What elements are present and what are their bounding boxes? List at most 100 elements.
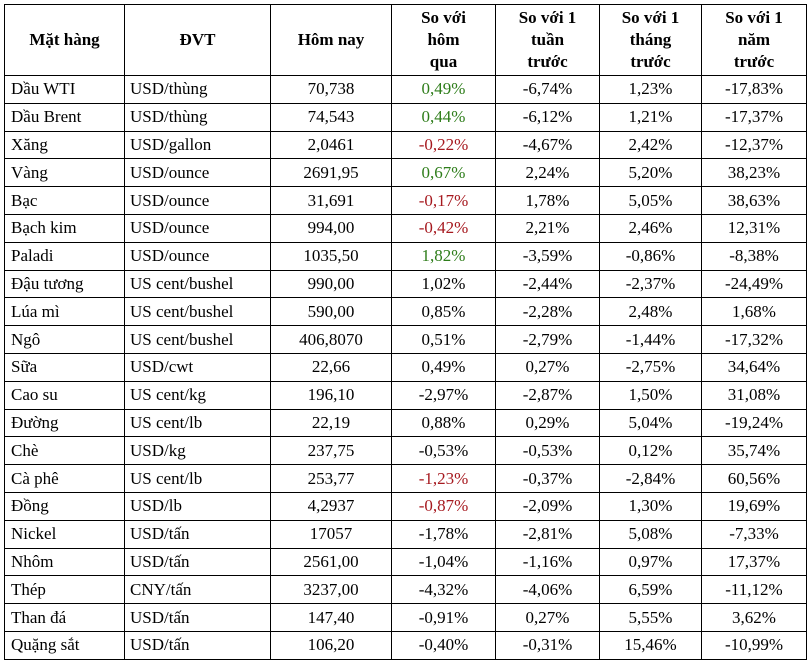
price-today: 2561,00 (270, 547, 392, 577)
header-vs-week: So với 1 tuần trước (495, 4, 600, 76)
commodity-name: Cà phê (4, 464, 125, 493)
header-vs-month: So với 1 tháng trước (599, 4, 702, 76)
change-vs-week: -2,09% (495, 491, 600, 521)
table-row: Vàng USD/ounce 2691,95 0,67% 2,24% 5,20% 38,23… (4, 158, 807, 188)
change-vs-yesterday: -1,23% (391, 464, 496, 493)
change-vs-month: 5,08% (599, 519, 702, 549)
change-vs-month: 5,20% (599, 158, 702, 188)
price-today: 406,8070 (270, 325, 392, 354)
change-vs-year: -7,33% (701, 519, 807, 549)
price-today: 196,10 (270, 380, 392, 410)
unit: US cent/bushel (124, 297, 271, 327)
commodity-name: Xăng (4, 130, 125, 160)
commodity-name: Quặng sắt (4, 630, 125, 660)
commodity-name: Thép (4, 575, 125, 605)
header-unit: ĐVT (124, 4, 271, 76)
change-vs-month: 5,55% (599, 603, 702, 632)
header-vs-year: So với 1 năm trước (701, 4, 807, 76)
header-vs-yesterday: So với hôm qua (391, 4, 496, 76)
change-vs-month: 5,05% (599, 186, 702, 215)
price-today: 590,00 (270, 297, 392, 327)
change-vs-month: 2,48% (599, 297, 702, 327)
commodity-name: Chè (4, 436, 125, 466)
change-vs-yesterday: -0,22% (391, 130, 496, 160)
change-vs-yesterday: 0,49% (391, 75, 496, 104)
commodity-name: Đồng (4, 491, 125, 521)
table-body: Dầu WTI USD/thùng 70,738 0,49% -6,74% 1,23% -1… (4, 75, 807, 660)
unit: USD/ounce (124, 158, 271, 188)
unit: US cent/kg (124, 380, 271, 410)
unit: USD/thùng (124, 102, 271, 132)
change-vs-year: -17,32% (701, 325, 807, 354)
change-vs-year: 60,56% (701, 464, 807, 493)
change-vs-week: -1,16% (495, 547, 600, 577)
change-vs-month: 0,97% (599, 547, 702, 577)
change-vs-yesterday: 0,44% (391, 102, 496, 132)
unit: USD/tấn (124, 630, 271, 660)
change-vs-yesterday: 0,49% (391, 352, 496, 382)
commodity-name: Nickel (4, 519, 125, 549)
change-vs-month: -2,75% (599, 352, 702, 382)
change-vs-year: 34,64% (701, 352, 807, 382)
price-today: 106,20 (270, 630, 392, 660)
price-today: 237,75 (270, 436, 392, 466)
change-vs-yesterday: -0,17% (391, 186, 496, 215)
change-vs-yesterday: -0,87% (391, 491, 496, 521)
change-vs-year: 35,74% (701, 436, 807, 466)
commodity-name: Vàng (4, 158, 125, 188)
change-vs-week: 2,24% (495, 158, 600, 188)
commodity-price-table: Mặt hàng ĐVT Hôm nay So với hôm qua So v… (4, 4, 807, 660)
change-vs-month: -1,44% (599, 325, 702, 354)
unit: USD/ounce (124, 186, 271, 215)
change-vs-yesterday: -0,40% (391, 630, 496, 660)
price-today: 1035,50 (270, 241, 392, 271)
change-vs-year: 1,68% (701, 297, 807, 327)
change-vs-week: -0,31% (495, 630, 600, 660)
table-row: Xăng USD/gallon 2,0461 -0,22% -4,67% 2,42% -12… (4, 130, 807, 160)
change-vs-month: 5,04% (599, 408, 702, 438)
price-today: 2691,95 (270, 158, 392, 188)
price-today: 2,0461 (270, 130, 392, 160)
price-today: 70,738 (270, 75, 392, 104)
change-vs-year: 31,08% (701, 380, 807, 410)
change-vs-month: 1,21% (599, 102, 702, 132)
price-today: 994,00 (270, 213, 392, 243)
change-vs-month: 6,59% (599, 575, 702, 605)
change-vs-week: -3,59% (495, 241, 600, 271)
header-row: Mặt hàng ĐVT Hôm nay So với hôm qua So v… (4, 4, 807, 76)
price-today: 3237,00 (270, 575, 392, 605)
commodity-name: Lúa mì (4, 297, 125, 327)
change-vs-yesterday: 1,02% (391, 269, 496, 299)
table-row: Than đá USD/tấn 147,40 -0,91% 0,27% 5,55% 3,62… (4, 603, 807, 632)
change-vs-week: -4,67% (495, 130, 600, 160)
change-vs-week: 0,27% (495, 352, 600, 382)
change-vs-year: 17,37% (701, 547, 807, 577)
change-vs-week: -6,74% (495, 75, 600, 104)
commodity-name: Dầu WTI (4, 75, 125, 104)
price-today: 147,40 (270, 603, 392, 632)
price-today: 31,691 (270, 186, 392, 215)
change-vs-year: -11,12% (701, 575, 807, 605)
change-vs-year: 19,69% (701, 491, 807, 521)
commodity-name: Sữa (4, 352, 125, 382)
price-today: 22,19 (270, 408, 392, 438)
change-vs-month: -0,86% (599, 241, 702, 271)
change-vs-year: 3,62% (701, 603, 807, 632)
change-vs-yesterday: 0,85% (391, 297, 496, 327)
table-row: Cà phê US cent/lb 253,77 -1,23% -0,37% -2,84%… (4, 464, 807, 493)
unit: USD/cwt (124, 352, 271, 382)
change-vs-week: -6,12% (495, 102, 600, 132)
table-row: Quặng sắt USD/tấn 106,20 -0,40% -0,31% 15,46%… (4, 630, 807, 660)
table-row: Chè USD/kg 237,75 -0,53% -0,53% 0,12% 35,74% (4, 436, 807, 466)
commodity-name: Dầu Brent (4, 102, 125, 132)
change-vs-year: 38,63% (701, 186, 807, 215)
change-vs-yesterday: 1,82% (391, 241, 496, 271)
change-vs-week: -2,28% (495, 297, 600, 327)
change-vs-yesterday: 0,67% (391, 158, 496, 188)
unit: USD/ounce (124, 241, 271, 271)
change-vs-month: 15,46% (599, 630, 702, 660)
change-vs-yesterday: -0,91% (391, 603, 496, 632)
change-vs-month: -2,37% (599, 269, 702, 299)
change-vs-yesterday: 0,88% (391, 408, 496, 438)
commodity-name: Đậu tương (4, 269, 125, 299)
